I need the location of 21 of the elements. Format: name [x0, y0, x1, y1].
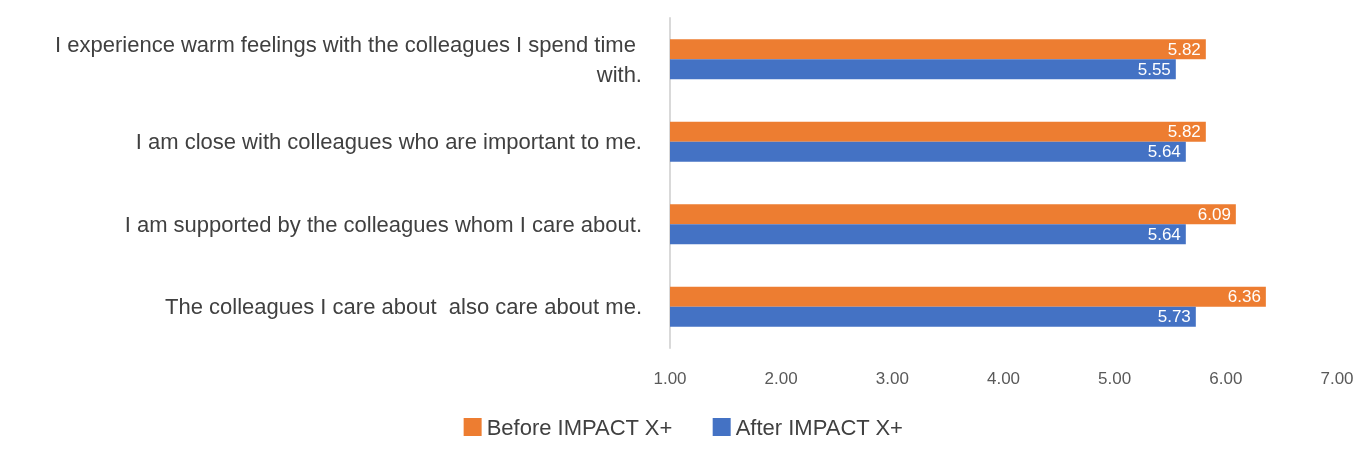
y-tick-label: The colleagues I care about also care about me.	[165, 294, 642, 320]
x-tick-label: 3.00	[875, 369, 909, 388]
x-tick-label: 2.00	[764, 369, 798, 388]
y-tick-label: I am supported by the colleagues whom I care about.	[124, 211, 642, 237]
x-tick-label: 6.00	[1209, 369, 1243, 388]
data-label: 5.82	[1167, 39, 1201, 59]
x-tick-label: 4.00	[986, 369, 1021, 388]
data-label: 6.09	[1197, 204, 1231, 224]
data-label: 5.55	[1137, 59, 1171, 79]
legend-label: Before IMPACT X+	[486, 414, 673, 440]
data-label: 5.82	[1167, 122, 1201, 142]
x-tick-label: 1.00	[653, 369, 687, 388]
data-label: 5.64	[1147, 224, 1181, 244]
data-label: 5.73	[1157, 307, 1191, 327]
y-tick-label: I experience warm feelings with the colleagues I spend time with.	[55, 31, 642, 87]
data-label: 5.64	[1147, 142, 1181, 162]
y-tick-label: I am close with colleagues who are important to me.	[135, 129, 642, 155]
x-tick-label: 5.00	[1098, 369, 1132, 388]
legend-label: After IMPACT X+	[735, 414, 903, 440]
data-label: 6.36	[1227, 287, 1261, 307]
x-tick-label: 7.00	[1320, 369, 1354, 388]
